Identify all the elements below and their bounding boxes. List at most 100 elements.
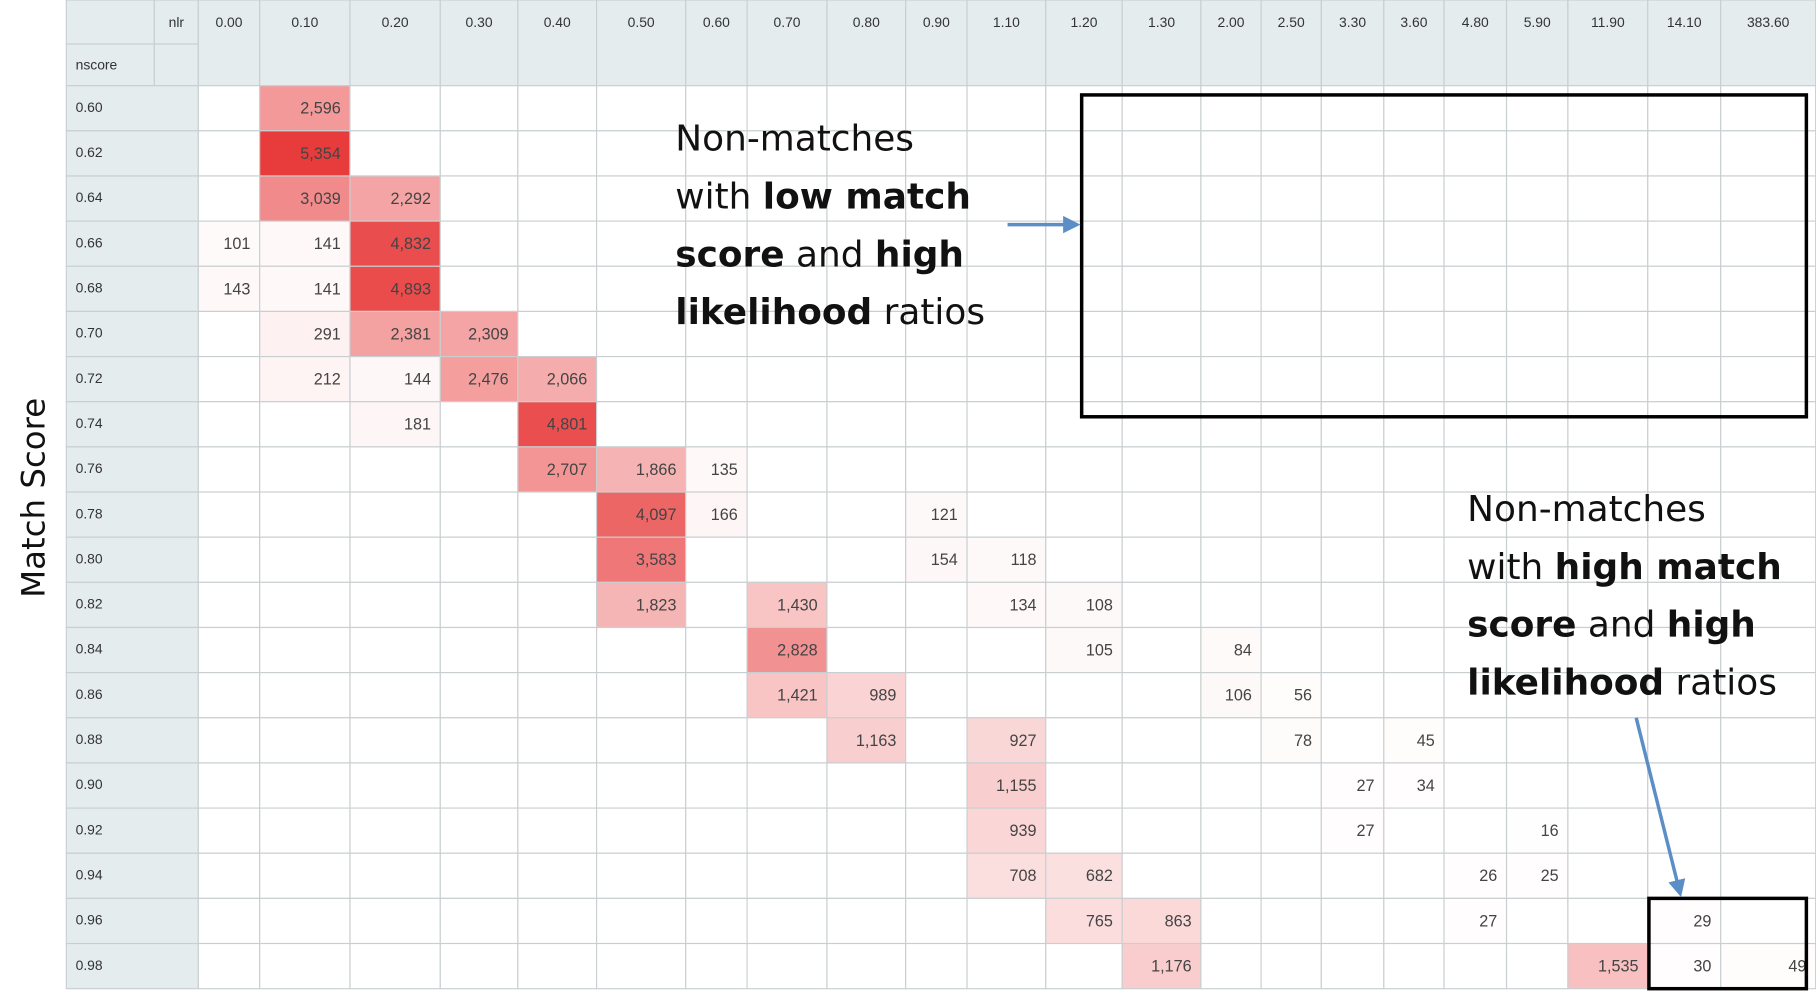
annotation-line: Non-matches — [675, 119, 914, 160]
column-header-label: 14.10 — [1667, 14, 1702, 30]
cell — [1505, 717, 1569, 764]
cell — [1567, 536, 1649, 583]
cell — [826, 536, 907, 583]
cell — [1383, 581, 1445, 629]
cell — [966, 265, 1047, 313]
cell — [1045, 807, 1123, 854]
cell — [259, 401, 351, 448]
cell — [1260, 942, 1322, 990]
cell — [826, 762, 907, 809]
cell — [1443, 310, 1508, 358]
row-header — [65, 85, 199, 132]
cell — [595, 762, 687, 809]
column-header — [1200, 0, 1262, 87]
row-header — [65, 446, 199, 493]
cell — [685, 807, 748, 854]
cell — [1320, 581, 1385, 629]
cell — [197, 85, 261, 132]
cell — [1383, 807, 1445, 854]
annotation-line: score and high — [675, 234, 964, 275]
cell — [595, 265, 687, 313]
cell — [905, 807, 968, 854]
row-header-label: 0.88 — [76, 731, 103, 747]
cell — [197, 536, 261, 583]
cell — [1720, 220, 1816, 267]
column-header-label: 0.80 — [853, 14, 880, 30]
cell — [1260, 672, 1322, 719]
cell — [1443, 85, 1508, 132]
cell — [1121, 536, 1202, 583]
cell — [1383, 220, 1445, 267]
arrow — [1634, 717, 1686, 898]
annotation-text: and — [1576, 605, 1666, 646]
cell — [1200, 581, 1262, 629]
cell — [1260, 355, 1322, 403]
cell — [517, 491, 598, 538]
cell — [1720, 175, 1816, 222]
cell — [1443, 446, 1508, 493]
cell — [1320, 536, 1385, 583]
cell — [1260, 265, 1322, 313]
cell — [1720, 85, 1816, 132]
cell — [517, 175, 598, 222]
cell — [1260, 175, 1322, 222]
cell — [1121, 355, 1202, 403]
cell — [966, 401, 1047, 448]
row-header — [65, 265, 199, 313]
cell — [197, 672, 261, 719]
cell — [966, 942, 1047, 990]
cell — [905, 355, 968, 403]
column-header-label: 1.20 — [1070, 14, 1097, 30]
cell — [349, 717, 441, 764]
cell — [905, 672, 968, 719]
cell — [349, 310, 441, 358]
cell — [595, 401, 687, 448]
cell — [259, 942, 351, 990]
cell-value: 16 — [1541, 822, 1559, 840]
cell — [1320, 220, 1385, 267]
cell — [517, 626, 598, 674]
cell-value: 2,381 — [391, 325, 432, 343]
cell — [1320, 717, 1385, 764]
cell — [1200, 942, 1262, 990]
cell — [439, 942, 519, 990]
cell — [826, 807, 907, 854]
cell — [517, 130, 598, 177]
cell — [685, 401, 748, 448]
cell — [1200, 762, 1262, 809]
cell-value: 939 — [1009, 822, 1036, 840]
cell — [1260, 491, 1322, 538]
column-header-label: 1.30 — [1148, 14, 1175, 30]
cell — [746, 355, 828, 403]
cell — [905, 175, 968, 222]
row-header-label: 0.96 — [76, 912, 103, 928]
cell — [826, 446, 907, 493]
annotation-line: likelihood ratios — [675, 292, 985, 333]
cell — [1567, 852, 1649, 899]
cell — [1320, 897, 1385, 945]
cell — [1320, 626, 1385, 674]
column-header-label: 0.40 — [544, 14, 571, 30]
cell — [966, 446, 1047, 493]
row-header — [65, 942, 199, 990]
cell-value: 2,828 — [777, 641, 818, 659]
cell — [1567, 626, 1649, 674]
cell — [1260, 897, 1322, 945]
cell — [1567, 672, 1649, 719]
cell-value: 2,707 — [547, 461, 588, 479]
annotation-text: likelihood — [675, 292, 872, 333]
cell — [1443, 626, 1508, 674]
cell — [197, 717, 261, 764]
row-header-label: 0.72 — [76, 370, 103, 386]
cell — [595, 446, 687, 493]
cell — [1443, 220, 1508, 267]
highlight-box — [1647, 896, 1809, 991]
cell — [1647, 310, 1722, 358]
cell-value: 2,309 — [468, 325, 509, 343]
cell — [1045, 852, 1123, 899]
column-header — [1720, 0, 1816, 87]
cell — [349, 626, 441, 674]
cell — [1647, 220, 1722, 267]
cell — [1443, 852, 1508, 899]
